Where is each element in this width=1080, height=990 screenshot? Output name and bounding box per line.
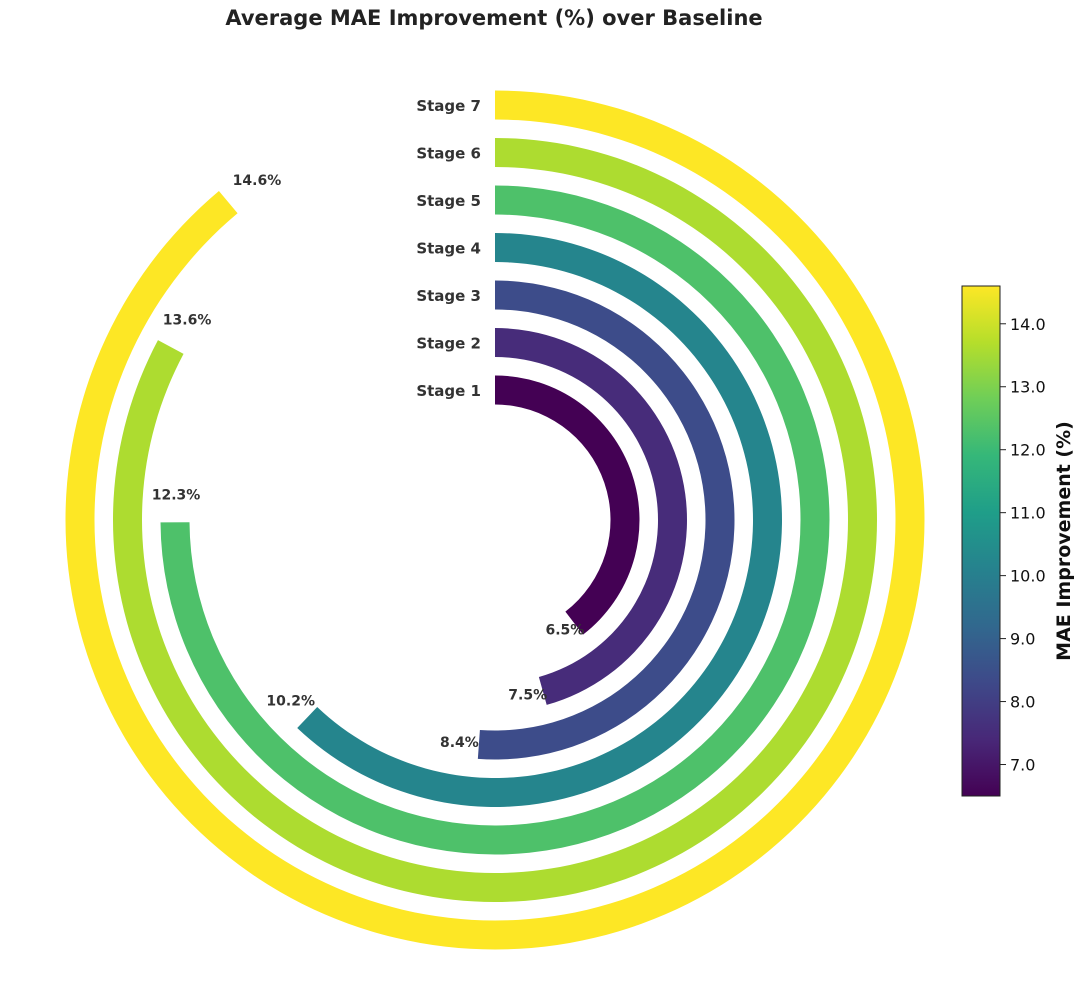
colorbar-tick-label: 13.0 <box>1010 378 1046 397</box>
chart-title: Average MAE Improvement (%) over Baselin… <box>225 6 763 30</box>
value-label-stage-3: 8.4% <box>440 735 479 751</box>
value-label-stage-5: 12.3% <box>152 487 201 503</box>
ring-bar-stage-7 <box>65 90 925 950</box>
colorbar-gradient <box>961 285 1001 797</box>
value-label-stage-1: 6.5% <box>546 623 585 639</box>
colorbar-tick-label: 9.0 <box>1010 630 1035 649</box>
rings-group <box>65 90 925 950</box>
ring-bar-stage-1 <box>495 375 640 635</box>
value-label-stage-6: 13.6% <box>163 312 212 328</box>
value-label-stage-2: 7.5% <box>508 687 547 703</box>
colorbar-tick-label: 7.0 <box>1010 756 1035 775</box>
value-labels-group: 6.5% 7.5% 8.4% 10.2% 12.3% 13.6% 14.6% <box>152 173 585 751</box>
stage-label-2: Stage 2 <box>416 335 481 353</box>
stage-label-4: Stage 4 <box>416 240 481 258</box>
ring-bar-stage-2 <box>495 328 688 705</box>
stage-label-3: Stage 3 <box>416 287 481 305</box>
stage-label-6: Stage 6 <box>416 145 481 163</box>
colorbar-tick-label: 10.0 <box>1010 567 1046 586</box>
colorbar-tick-label: 12.0 <box>1010 441 1046 460</box>
colorbar-ticks: 7.0 8.0 9.0 10.0 11.0 12.0 13.0 14.0 <box>1000 315 1046 775</box>
value-label-stage-7: 14.6% <box>233 173 282 189</box>
stage-labels-group: Stage 1 Stage 2 Stage 3 Stage 4 Stage 5 Stage… <box>416 97 481 400</box>
ring-bar-stage-3 <box>477 280 735 760</box>
colorbar-tick-label: 11.0 <box>1010 504 1046 523</box>
colorbar: 7.0 8.0 9.0 10.0 11.0 12.0 13.0 14.0 MAE Improv… <box>961 285 1075 797</box>
ring-bar-stage-4 <box>297 233 782 807</box>
colorbar-title: MAE Improvement (%) <box>1053 421 1075 661</box>
stage-label-5: Stage 5 <box>416 192 481 210</box>
stage-label-7: Stage 7 <box>416 97 481 115</box>
stage-label-1: Stage 1 <box>416 382 481 400</box>
colorbar-tick-label: 14.0 <box>1010 315 1046 334</box>
colorbar-tick-label: 8.0 <box>1010 693 1035 712</box>
value-label-stage-4: 10.2% <box>266 693 315 709</box>
